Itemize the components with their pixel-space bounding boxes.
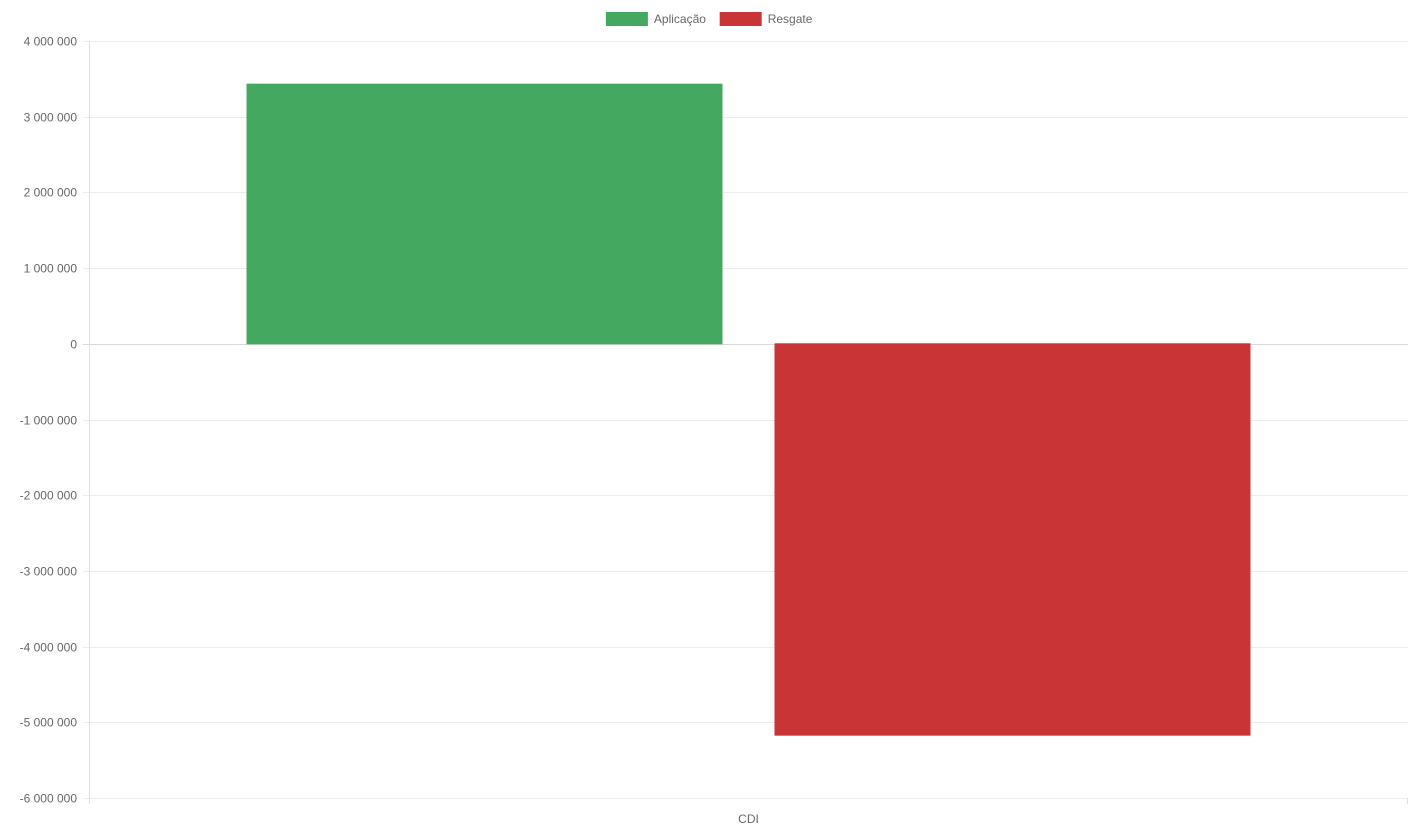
bar-resgate[interactable]: [774, 343, 1251, 736]
y-tick-label: 0: [70, 338, 77, 352]
x-tick-labels: CDI: [738, 812, 759, 826]
legend-label: Resgate: [768, 12, 813, 26]
y-tick-label: -1 000 000: [20, 414, 78, 428]
y-tick-label: -2 000 000: [20, 489, 78, 503]
legend-swatch: [719, 12, 762, 26]
y-tick-label: 2 000 000: [24, 186, 78, 200]
y-tick-label: -6 000 000: [20, 792, 78, 806]
x-tick-label: CDI: [738, 812, 759, 826]
y-tick-label: 1 000 000: [24, 262, 78, 276]
y-tick-label: -3 000 000: [20, 565, 78, 579]
legend-label: Aplicação: [654, 12, 706, 26]
legend-item[interactable]: Aplicação: [605, 12, 706, 26]
bars: [246, 83, 1251, 736]
axes: [89, 41, 1408, 804]
y-tick-labels: 4 000 000 3 000 000 2 000 000 1 000 000 0 -1 …: [20, 35, 78, 806]
bar-aplicacao[interactable]: [246, 83, 723, 345]
y-tick-label: 3 000 000: [24, 111, 78, 125]
y-tick-label: -5 000 000: [20, 716, 78, 730]
legend-swatch: [605, 12, 648, 26]
legend[interactable]: Aplicação Resgate: [605, 12, 813, 26]
y-tick-label: -4 000 000: [20, 641, 78, 655]
legend-item[interactable]: Resgate: [719, 12, 813, 26]
y-tick-label: 4 000 000: [24, 35, 78, 49]
